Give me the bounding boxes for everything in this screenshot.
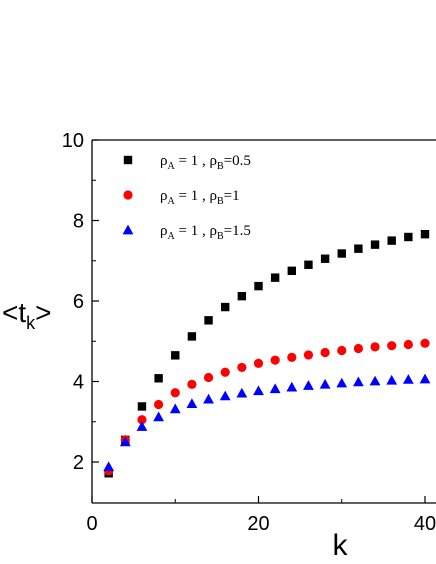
data-point xyxy=(287,266,296,276)
data-point xyxy=(354,244,363,253)
data-point xyxy=(123,190,133,200)
data-point xyxy=(253,385,264,396)
data-point xyxy=(287,352,297,362)
data-point xyxy=(304,260,313,269)
legend-item: ρA = 1 , ρB=1 xyxy=(123,188,240,207)
y-tick-label: 8 xyxy=(73,211,84,233)
legend: ρA = 1 , ρB=0.5 ρA = 1 , ρB=1 ρA = 1 , ρB=… xyxy=(122,153,251,242)
series-circle xyxy=(104,338,430,476)
data-point xyxy=(236,387,248,398)
data-point xyxy=(286,381,298,392)
data-point xyxy=(186,398,198,408)
x-tick-label: 20 xyxy=(247,513,269,535)
data-point xyxy=(353,376,364,387)
data-point xyxy=(353,343,363,354)
data-point xyxy=(370,240,380,249)
data-point xyxy=(404,232,413,242)
series-square xyxy=(104,229,430,478)
data-point xyxy=(220,367,230,377)
data-point xyxy=(103,461,115,472)
legend-label: ρA = 1 , ρB=1 xyxy=(160,188,240,207)
y-tick-label: 2 xyxy=(73,452,84,474)
y-axis-label: <tk> xyxy=(2,297,52,333)
data-point xyxy=(253,358,264,368)
data-point xyxy=(122,224,134,235)
data-point xyxy=(270,273,280,282)
data-point xyxy=(136,421,148,431)
data-point xyxy=(171,351,180,360)
data-point xyxy=(137,402,147,411)
data-point xyxy=(187,332,197,341)
data-point xyxy=(221,302,230,312)
data-point xyxy=(187,379,197,389)
data-point xyxy=(270,355,280,365)
data-point xyxy=(153,411,164,422)
data-point xyxy=(219,390,231,401)
legend-item: ρA = 1 , ρB=1.5 xyxy=(122,223,251,242)
data-point xyxy=(319,378,331,389)
data-point xyxy=(370,342,380,352)
data-point xyxy=(137,415,147,425)
data-point xyxy=(320,254,330,263)
y-tick-label: 4 xyxy=(73,372,84,394)
data-point xyxy=(237,291,247,301)
data-point xyxy=(154,374,163,383)
data-point xyxy=(369,375,381,386)
data-point xyxy=(337,345,347,356)
data-point xyxy=(204,316,213,325)
data-point xyxy=(254,281,263,291)
data-point xyxy=(303,350,314,360)
data-point xyxy=(203,393,214,404)
data-point xyxy=(387,341,397,351)
data-point xyxy=(303,380,314,390)
legend-label: ρA = 1 , ρB=0.5 xyxy=(160,153,251,172)
data-point xyxy=(119,436,131,447)
axes xyxy=(91,139,436,504)
legend-item: ρA = 1 , ρB=0.5 xyxy=(123,153,251,172)
data-point xyxy=(154,399,164,410)
y-tick-label: 10 xyxy=(62,130,84,152)
x-tick-label: 0 xyxy=(86,513,97,535)
data-point xyxy=(320,347,330,358)
data-point xyxy=(387,236,396,245)
data-point xyxy=(419,373,431,384)
data-point xyxy=(203,372,214,383)
data-point xyxy=(337,249,346,258)
data-point xyxy=(402,374,414,384)
data-point xyxy=(237,362,247,373)
data-point xyxy=(169,403,181,414)
data-point xyxy=(420,229,430,239)
series-triangle xyxy=(103,373,431,472)
y-tick-label: 6 xyxy=(73,291,84,313)
data-marks xyxy=(103,229,431,478)
data-point xyxy=(170,388,180,398)
data-point xyxy=(123,155,133,165)
axis-labels: k <tk> xyxy=(2,297,349,562)
data-point xyxy=(269,383,281,394)
x-tick-label: 40 xyxy=(414,513,436,535)
data-point xyxy=(386,374,398,385)
data-point xyxy=(336,377,348,388)
legend-label: ρA = 1 , ρB=1.5 xyxy=(160,223,251,242)
x-axis-label: k xyxy=(333,529,349,562)
tick-labels: 2 4 6 8 10 0 20 40 xyxy=(62,130,436,535)
data-point xyxy=(420,338,430,348)
data-point xyxy=(403,339,413,350)
